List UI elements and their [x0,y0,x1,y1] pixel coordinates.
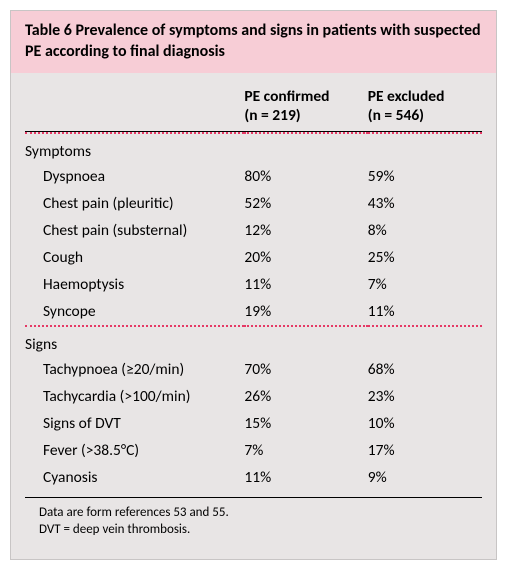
row-value-confirmed: 52% [244,190,367,217]
row-label: Tachycardia (>100/min) [25,383,244,410]
table-body: PE confirmed (n = 219) PE excluded (n = … [11,73,496,497]
row-value-excluded: 25% [368,244,482,271]
row-label: Haemoptysis [25,271,244,298]
table-row: Chest pain (substernal)12%8% [25,217,482,244]
row-value-confirmed: 80% [244,163,367,190]
header-row: PE confirmed (n = 219) PE excluded (n = … [25,83,482,131]
section-heading-row: Signs [25,326,482,356]
col-header-excluded: PE excluded (n = 546) [368,83,482,131]
row-value-excluded: 17% [368,437,482,464]
table-row: Tachycardia (>100/min)26%23% [25,383,482,410]
row-value-excluded: 11% [368,298,482,325]
row-value-confirmed: 19% [244,298,367,325]
row-value-confirmed: 12% [244,217,367,244]
table-row: Fever (>38.5°C)7%17% [25,437,482,464]
table-row: Syncope19%11% [25,298,482,325]
section-heading-row: Symptoms [25,133,482,163]
row-value-confirmed: 15% [244,410,367,437]
footnote-line2: DVT = deep vein thrombosis. [39,522,190,537]
row-value-confirmed: 7% [244,437,367,464]
col1-n: (n = 219) [244,106,300,125]
row-value-excluded: 7% [368,271,482,298]
row-label: Chest pain (substernal) [25,217,244,244]
row-value-excluded: 43% [368,190,482,217]
row-label: Fever (>38.5°C) [25,437,244,464]
table-container: Table 6 Prevalence of symptoms and signs… [10,10,497,560]
row-value-excluded: 59% [368,163,482,190]
table-title: Prevalence of symptoms and signs in pati… [25,21,481,61]
table-row: Cyanosis11%9% [25,464,482,491]
table-row: Cough20%25% [25,244,482,271]
table-title-bar: Table 6 Prevalence of symptoms and signs… [11,11,496,73]
table-row: Haemoptysis11%7% [25,271,482,298]
row-value-confirmed: 70% [244,356,367,383]
row-value-excluded: 9% [368,464,482,491]
row-value-excluded: 8% [368,217,482,244]
row-label: Dyspnoea [25,163,244,190]
row-value-excluded: 68% [368,356,482,383]
row-label: Syncope [25,298,244,325]
table-row: Signs of DVT15%10% [25,410,482,437]
col-header-confirmed: PE confirmed (n = 219) [244,83,367,131]
row-label: Cyanosis [25,464,244,491]
row-label: Tachypnoea (≥20/min) [25,356,244,383]
table-number: Table 6 [25,21,72,40]
row-label: Cough [25,244,244,271]
row-label: Signs of DVT [25,410,244,437]
row-label: Chest pain (pleuritic) [25,190,244,217]
table-row: Tachypnoea (≥20/min)70%68% [25,356,482,383]
row-value-confirmed: 11% [244,271,367,298]
row-value-confirmed: 11% [244,464,367,491]
data-table: PE confirmed (n = 219) PE excluded (n = … [25,83,482,491]
row-value-confirmed: 20% [244,244,367,271]
section-heading: Symptoms [25,133,482,163]
table-row: Dyspnoea80%59% [25,163,482,190]
section-heading: Signs [25,326,482,356]
row-value-confirmed: 26% [244,383,367,410]
col2-label: PE excluded [368,87,445,106]
col2-n: (n = 546) [368,106,424,125]
footnote-line1: Data are form references 53 and 55. [39,505,229,520]
footnote: Data are form references 53 and 55. DVT … [25,497,482,553]
row-value-excluded: 23% [368,383,482,410]
table-rows: SymptomsDyspnoea80%59%Chest pain (pleuri… [25,131,482,491]
col1-label: PE confirmed [244,87,329,106]
row-value-excluded: 10% [368,410,482,437]
table-row: Chest pain (pleuritic)52%43% [25,190,482,217]
